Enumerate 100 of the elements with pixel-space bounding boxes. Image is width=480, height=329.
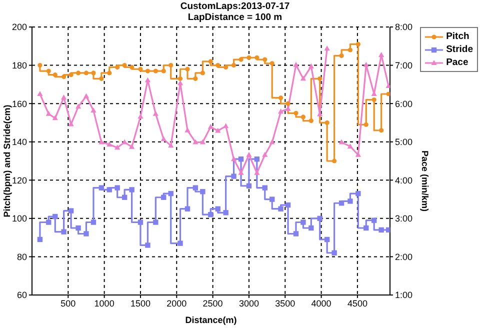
x-tick-label: 3000: [238, 298, 259, 308]
legend-label: Pace: [446, 57, 468, 68]
point: [285, 106, 291, 111]
x-tick-label: 1000: [94, 298, 114, 308]
point: [145, 68, 150, 74]
point: [348, 198, 353, 204]
point: [270, 196, 275, 202]
point: [62, 74, 66, 80]
point: [262, 152, 268, 157]
y-tick-label: 100: [12, 214, 27, 224]
point: [379, 128, 384, 133]
point: [246, 183, 252, 188]
point: [386, 92, 390, 96]
point: [129, 144, 135, 149]
point: [286, 101, 290, 106]
point: [386, 82, 390, 88]
point: [115, 64, 120, 70]
y2-tick-label: 2:00: [395, 252, 413, 262]
point: [317, 216, 322, 222]
x-tick-label: 3500: [275, 298, 296, 308]
point: [371, 218, 377, 223]
point: [184, 206, 190, 212]
point: [130, 64, 134, 70]
point: [262, 185, 268, 190]
y2-tick-label: 3:00: [395, 214, 413, 224]
x-tick-label: 2500: [202, 298, 223, 308]
point: [208, 212, 214, 218]
point: [294, 110, 298, 116]
point: [177, 80, 184, 86]
point: [347, 143, 354, 148]
point: [238, 156, 244, 162]
y-tick-label: 140: [12, 137, 27, 148]
x-tick-label: 4500: [347, 298, 368, 308]
point: [46, 110, 52, 116]
y-tick-label: 200: [12, 22, 27, 32]
point: [153, 68, 158, 74]
x-tick-label: 500: [60, 298, 76, 308]
y2-tick-label: 6:00: [395, 98, 413, 109]
point: [231, 174, 236, 179]
point: [114, 144, 120, 150]
y-axis-title: Pitch(bpm) and Stride(cm): [2, 104, 12, 218]
y-tick-label: 120: [12, 175, 27, 186]
point: [332, 250, 337, 256]
point: [68, 72, 74, 78]
point: [61, 94, 67, 100]
point: [278, 206, 284, 212]
point: [308, 63, 314, 68]
point: [300, 114, 306, 120]
point: [122, 194, 128, 200]
point: [160, 136, 166, 142]
x-axis-title: Distance(m): [185, 315, 237, 325]
point: [386, 227, 390, 233]
y-tick-label: 160: [12, 98, 27, 109]
point: [223, 123, 229, 128]
point: [61, 229, 66, 234]
point: [178, 76, 183, 81]
point: [178, 240, 183, 246]
point: [324, 120, 330, 126]
point: [308, 225, 314, 231]
point: [52, 214, 58, 220]
y2-axis-title: Pace (min/km): [420, 150, 430, 212]
point: [153, 220, 158, 225]
point: [152, 110, 158, 116]
point: [168, 142, 174, 148]
point: [200, 189, 206, 194]
point: [46, 68, 51, 74]
point: [144, 77, 151, 82]
point: [356, 42, 360, 47]
point: [238, 57, 244, 62]
point: [372, 97, 376, 102]
point: [278, 96, 284, 100]
point: [378, 52, 384, 57]
point: [300, 76, 306, 81]
point: [68, 208, 74, 214]
x-tick-label: 4000: [311, 298, 332, 308]
point: [38, 62, 42, 68]
point: [270, 61, 274, 66]
point: [215, 128, 221, 133]
point: [215, 206, 220, 212]
point: [193, 76, 198, 81]
y2-tick-label: 8:00: [395, 22, 413, 32]
point: [363, 62, 369, 67]
point: [246, 152, 252, 157]
point: [254, 170, 260, 175]
point: [52, 115, 58, 120]
point: [192, 185, 198, 190]
point: [324, 236, 330, 242]
point: [293, 62, 299, 67]
point: [332, 158, 337, 164]
legend-label: Stride: [446, 44, 473, 55]
point: [76, 70, 81, 76]
y2-tick-label: 5:00: [395, 137, 413, 148]
point: [161, 194, 166, 200]
point: [223, 210, 228, 216]
point: [129, 187, 134, 192]
point: [285, 202, 291, 208]
point: [168, 62, 174, 68]
y2-tick-label: 7:00: [395, 60, 413, 70]
point: [246, 55, 252, 60]
point: [46, 220, 52, 225]
